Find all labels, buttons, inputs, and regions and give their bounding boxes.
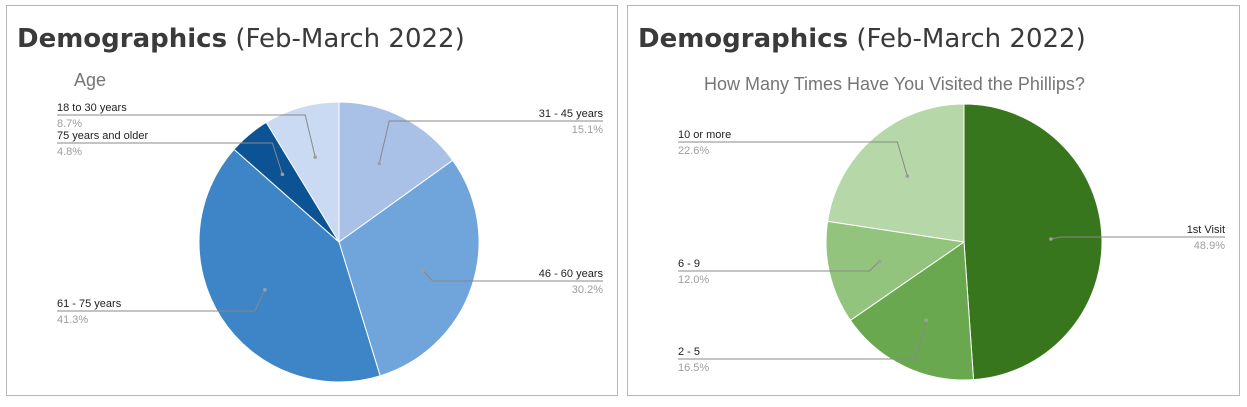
slice-percent: 41.3% xyxy=(57,314,88,326)
leader-dot xyxy=(924,318,929,323)
panel-heading: Demographics (Feb-March 2022) xyxy=(638,24,1086,54)
leader-dot xyxy=(377,161,382,166)
leader-line xyxy=(678,141,908,177)
visits-chart-panel: Demographics (Feb-March 2022) How Many T… xyxy=(627,5,1240,396)
slice-percent: 16.5% xyxy=(678,362,709,374)
leader-dot xyxy=(263,288,267,292)
slice-percent: 30.2% xyxy=(572,284,603,296)
heading-date: (Feb-March 2022) xyxy=(856,24,1086,54)
slice-percent: 12.0% xyxy=(678,274,709,286)
leader-line xyxy=(57,142,283,175)
slice-label: 46 - 60 years xyxy=(539,268,604,280)
pie-slice-2-5 xyxy=(849,241,975,381)
pie-slice-10-or-more xyxy=(826,103,965,243)
slice-label: 18 to 30 years xyxy=(57,102,127,114)
chart-title: How Many Times Have You Visited the Phil… xyxy=(704,74,1085,94)
slice-label: 6 - 9 xyxy=(678,258,700,270)
panel-heading: Demographics (Feb-March 2022) xyxy=(17,24,465,54)
pie-slice-18-to-30-years xyxy=(265,101,340,244)
slice-label: 61 - 75 years xyxy=(57,298,122,310)
leader-line xyxy=(678,320,927,360)
leader-line xyxy=(1050,236,1225,240)
leader-line xyxy=(378,120,603,164)
slice-percent: 15.1% xyxy=(572,124,603,136)
slice-percent: 4.8% xyxy=(57,146,82,158)
leader-dot xyxy=(877,259,882,264)
leader-dot xyxy=(313,155,318,159)
slice-label: 10 or more xyxy=(678,129,731,141)
pie-slice-6-9 xyxy=(825,220,966,321)
slice-label: 2 - 5 xyxy=(678,346,700,358)
heading-bold: Demographics xyxy=(638,24,849,54)
slice-percent: 48.9% xyxy=(1194,240,1225,252)
age-pie-chart: 31 - 45 years 15.1% 46 - 60 years 30.2% 61 -… xyxy=(57,101,604,383)
leader-line xyxy=(57,114,316,158)
leader-dot xyxy=(280,172,285,177)
pie-slice-46-60-years xyxy=(338,159,480,377)
slice-percent: 22.6% xyxy=(678,145,709,157)
slice-label: 1st Visit xyxy=(1187,224,1225,236)
slice-label: 31 - 45 years xyxy=(539,108,604,120)
leader-dot xyxy=(420,268,425,272)
pie-slice-31-45-years xyxy=(338,101,454,243)
leader-line xyxy=(678,261,880,272)
leader-line xyxy=(422,269,603,282)
age-chart-panel: Demographics (Feb-March 2022) Age 31 - 4… xyxy=(6,5,618,396)
chart-title: Age xyxy=(74,70,107,90)
visits-pie-chart: 1st Visit 48.9% 2 - 5 16.5% 6 - 9 12.0% 10 or … xyxy=(678,103,1225,381)
leader-line xyxy=(57,289,266,312)
pie-slice-1st-visit xyxy=(963,103,1103,381)
pie-slice-61-75-years xyxy=(198,148,381,383)
slice-label: 75 years and older xyxy=(57,130,148,142)
leader-dot xyxy=(905,174,910,178)
slice-percent: 8.7% xyxy=(57,118,82,130)
heading-date: (Feb-March 2022) xyxy=(235,24,465,54)
leader-dot xyxy=(1049,237,1053,241)
heading-bold: Demographics xyxy=(17,24,228,54)
